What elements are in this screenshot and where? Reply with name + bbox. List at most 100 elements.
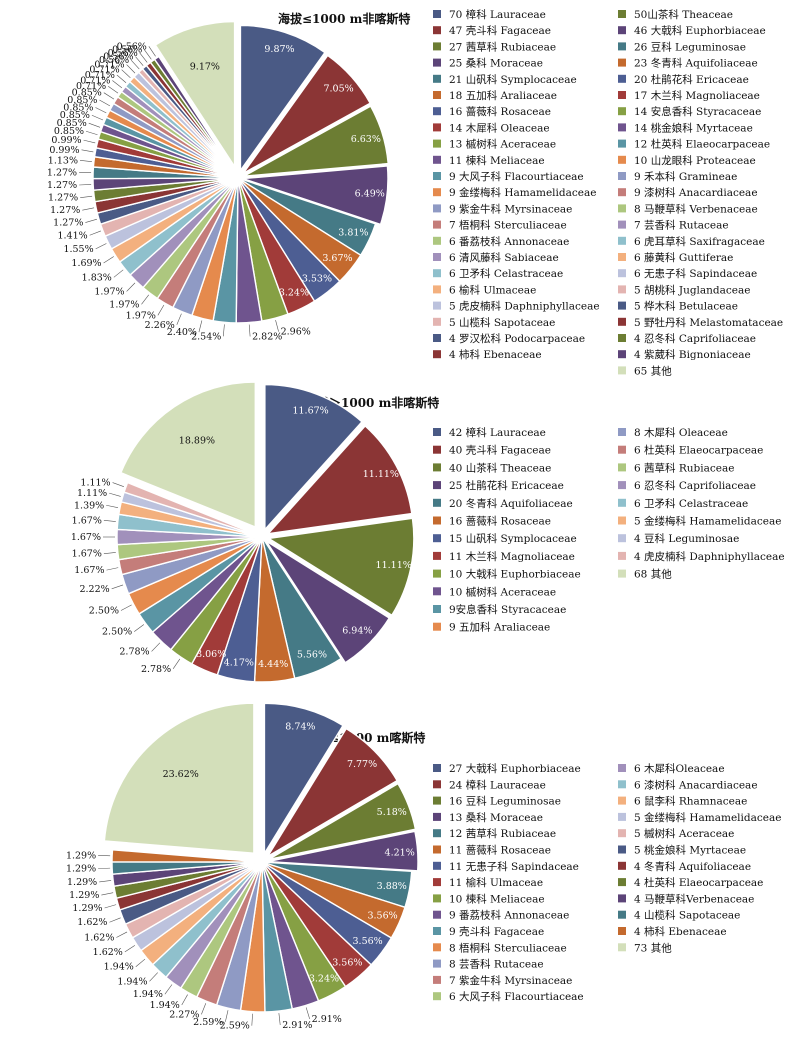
leader-line [112, 482, 124, 487]
pie-chart-lowland-non-karst: 海拔≤1000 m非喀斯特 9.87% 7.05% 6.63% 6.49% 3.81% 3.… [47, 8, 783, 377]
legend-swatch [433, 780, 441, 789]
leader-line [108, 85, 119, 94]
legend-swatch [618, 91, 626, 99]
legend-item: 6 番荔枝科 Annonaceae [433, 235, 569, 248]
legend-swatch [433, 188, 441, 197]
legend-swatch [618, 253, 626, 261]
legend-label: 27 茜草科 Rubiaceae [449, 40, 556, 53]
legend-swatch [433, 428, 441, 436]
slice-value-label: 0.85% [72, 88, 102, 99]
slice-value-label: 1.11% [77, 488, 107, 499]
leader-line [172, 658, 181, 670]
legend-label: 70 樟科 Lauraceae [449, 8, 546, 21]
leader-line [89, 230, 101, 236]
pie-slice-other [119, 381, 256, 529]
legend-item: 8 木犀科 Oleaceae [618, 426, 728, 439]
legend-label: 50山茶科 Theaceae [634, 8, 733, 21]
leader-line [157, 304, 165, 316]
legend-label: 14 桃金娘科 Myrtaceae [634, 121, 753, 134]
slice-value-label: 1.83% [82, 272, 112, 283]
legend-swatch [433, 123, 441, 132]
legend-swatch [433, 445, 441, 454]
legend-label: 4 柿科 Ebenaceae [634, 925, 727, 938]
leader-line [248, 324, 251, 337]
slice-value-label: 2.26% [145, 320, 175, 331]
legend-label: 5 金缕梅科 Hamamelidaceae [634, 811, 781, 824]
legend-label: 6 无患子科 Sapindaceae [634, 267, 757, 280]
legend-label: 24 樟科 Lauraceae [449, 778, 546, 791]
legend-swatch [618, 285, 626, 294]
slice-value-label: 2.40% [167, 327, 197, 338]
legend-swatch [618, 569, 626, 578]
legend-swatch [618, 764, 626, 772]
slice-value-label: 1.67% [72, 549, 102, 560]
legend-item: 6 无患子科 Sapindaceae [618, 267, 757, 280]
slice-value-label: 1.55% [63, 244, 93, 255]
legend-label: 6 卫矛科 Celastraceae [634, 497, 748, 510]
legend-swatch [433, 992, 441, 1001]
slice-value-label: 4.21% [385, 847, 415, 858]
legend-label: 6 虎耳草科 Saxifragaceae [634, 235, 765, 248]
legend-item: 6 漆树科 Anacardiaceae [618, 778, 758, 791]
leader-line [134, 624, 145, 632]
legend-swatch [618, 498, 626, 507]
slice-value-label: 18.89% [179, 435, 215, 446]
legend-item: 24 樟科 Lauraceae [433, 778, 546, 791]
leader-line [275, 320, 279, 332]
slice-value-label: 3.06% [196, 649, 226, 660]
legend-swatch [433, 107, 441, 116]
legend-label: 47 壳斗科 Fagaceae [449, 24, 551, 37]
legend-item: 5 虎皮楠科 Daphniphyllaceae [433, 300, 600, 313]
slice-value-label: 1.62% [93, 947, 123, 958]
slice-value-label: 0.85% [63, 103, 93, 114]
leader-line [99, 99, 111, 107]
legend-label: 4 豆科 Leguminosae [634, 532, 739, 545]
leader-line [126, 282, 136, 292]
legend-item: 4 忍冬科 Caprifoliaceae [618, 332, 756, 345]
legend-swatch [618, 188, 626, 197]
slice-value-label: 0.56% [108, 48, 138, 59]
legend-swatch [618, 350, 626, 359]
leader-line [120, 604, 132, 611]
legend-swatch [618, 139, 626, 148]
slice-value-label: 0.56% [112, 45, 142, 56]
legend-item: 47 壳斗科 Fagaceae [433, 24, 551, 37]
pie-slice-other [154, 20, 236, 169]
legend-label: 5 桃金娘科 Myrtaceae [634, 844, 746, 857]
legend-label: 6 鼠李科 Rhamnaceae [634, 795, 747, 808]
leader-line [124, 945, 136, 953]
leader-line [79, 184, 92, 186]
legend-label: 9 壳斗科 Fagaceae [449, 925, 544, 938]
leader-line [103, 520, 116, 522]
legend-item: 21 山矾科 Symplocaceae [433, 73, 577, 86]
leader-line [106, 504, 119, 508]
leader-line [121, 69, 131, 79]
slice-value-label: 1.97% [126, 310, 156, 321]
legend-label: 5 桦木科 Betulaceae [634, 300, 738, 313]
legend-swatch [433, 317, 441, 326]
legend-item: 7 梧桐科 Sterculiaceae [433, 219, 567, 232]
legend-label: 16 蔷薇科 Rosaceae [449, 105, 551, 118]
legend-label: 12 杜英科 Elaeocarpaceae [634, 138, 770, 151]
legend-item: 6 杜英科 Elaeocarpaceae [618, 444, 763, 457]
slice-value-label: 9.17% [190, 61, 220, 72]
legend-swatch [618, 220, 626, 229]
legend-swatch [618, 878, 626, 887]
legend-item: 7 紫金牛科 Myrsinaceae [433, 974, 572, 987]
legend-label: 42 樟科 Lauraceae [449, 426, 546, 439]
legend-label: 10 槭树科 Aceraceae [449, 585, 556, 598]
legend-swatch [618, 317, 626, 326]
pie-slice-theaceae [266, 517, 415, 617]
slice-value-label: 6.49% [355, 189, 385, 200]
slice-value-label: 7.05% [323, 84, 353, 95]
pie-slice-daphniphyllaceae [123, 481, 263, 538]
legend-item: 8 梧桐科 Sterculiaceae [433, 941, 567, 954]
legend-item: 70 樟科 Lauraceae [433, 8, 546, 21]
legend-label: 12 茜草科 Rubiaceae [449, 827, 556, 840]
legend-swatch [618, 366, 626, 375]
slice-value-label: 0.56% [99, 55, 129, 66]
legend-label: 16 豆科 Leguminosae [449, 795, 561, 808]
leader-line [130, 59, 140, 70]
legend-label: 40 壳斗科 Fagaceae [449, 444, 551, 457]
leader-line [144, 49, 152, 60]
